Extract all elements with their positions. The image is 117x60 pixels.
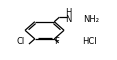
Text: HCl: HCl [82, 37, 96, 46]
Text: F: F [54, 37, 59, 46]
Text: H: H [65, 8, 72, 17]
Text: NH₂: NH₂ [83, 15, 99, 24]
Text: Cl: Cl [17, 37, 25, 46]
Text: N: N [65, 15, 72, 24]
